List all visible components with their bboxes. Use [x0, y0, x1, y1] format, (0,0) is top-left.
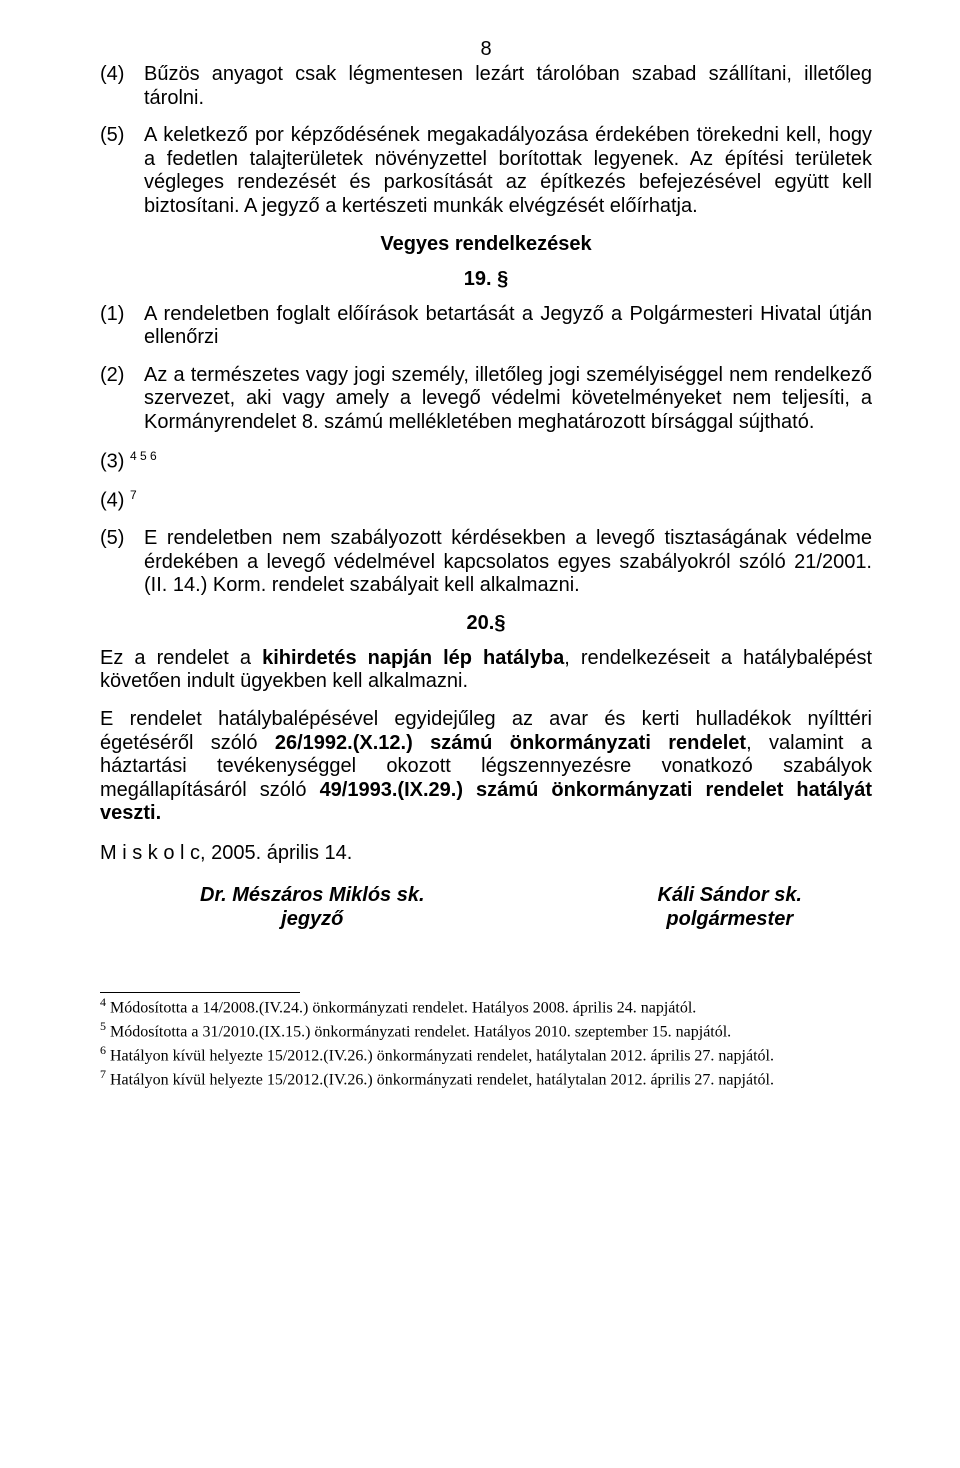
paragraph-body: Bűzös anyagot csak légmentesen lezárt tá…	[144, 63, 872, 110]
footnote-4: 4 Módosította a 14/2008.(IV.24.) önkormá…	[100, 995, 872, 1018]
signature-right: Káli Sándor sk. polgármester	[658, 883, 803, 932]
signer-name: Dr. Mészáros Miklós sk.	[200, 883, 425, 907]
text-bold: 26/1992.(X.12.) számú önkormányzati rend…	[275, 732, 746, 754]
signer-role: jegyző	[200, 907, 425, 931]
paragraph-4: (4) Bűzös anyagot csak légmentesen lezár…	[100, 63, 872, 110]
paragraph-repeal: E rendelet hatálybalépésével egyidejűleg…	[100, 708, 872, 826]
paragraph-5: (5) A keletkező por képződésének megakad…	[100, 124, 872, 218]
footnote-text: Hatályon kívül helyezte 15/2012.(IV.26.)…	[106, 1047, 774, 1064]
document-page: 8 (4) Bűzös anyagot csak légmentesen lez…	[0, 0, 960, 1468]
section-heading-vegyes: Vegyes rendelkezések	[100, 233, 872, 256]
paragraph-number: (4)	[100, 489, 124, 511]
signer-name: Káli Sándor sk.	[658, 883, 803, 907]
footnote-separator	[100, 992, 300, 993]
paragraph-body: A rendeletben foglalt előírások betartás…	[144, 303, 872, 350]
footnote-ref: 4 5 6	[130, 449, 157, 463]
section-number-19: 19. §	[100, 268, 872, 291]
text-part: Ez a rendelet a	[100, 647, 262, 669]
paragraph-19-2: (2) Az a természetes vagy jogi személy, …	[100, 364, 872, 435]
paragraph-number: (5)	[100, 124, 144, 218]
paragraph-number: (5)	[100, 527, 144, 598]
paragraph-number: (3)	[100, 450, 124, 472]
section-number-20: 20.§	[100, 612, 872, 635]
footnote-text: Módosította a 31/2010.(IX.15.) önkormány…	[106, 1023, 731, 1040]
paragraph-19-3: (3) 4 5 6	[100, 449, 872, 474]
footnote-text: Hatályon kívül helyezte 15/2012.(IV.26.)…	[106, 1072, 774, 1089]
paragraph-body: E rendeletben nem szabályozott kérdésekb…	[144, 527, 872, 598]
footnote-7: 7 Hatályon kívül helyezte 15/2012.(IV.26…	[100, 1067, 872, 1090]
text-bold: kihirdetés napján lép hatályba	[262, 647, 564, 669]
footnotes: 4 Módosította a 14/2008.(IV.24.) önkormá…	[100, 995, 872, 1091]
signature-left: Dr. Mészáros Miklós sk. jegyző	[200, 883, 425, 932]
signer-role: polgármester	[658, 907, 803, 931]
signature-row: Dr. Mészáros Miklós sk. jegyző Káli Sánd…	[100, 883, 872, 932]
paragraph-19-4: (4) 7	[100, 488, 872, 513]
paragraph-number: (1)	[100, 303, 144, 350]
paragraph-body: A keletkező por képződésének megakadályo…	[144, 124, 872, 218]
footnote-ref: 7	[130, 488, 137, 502]
paragraph-19-1: (1) A rendeletben foglalt előírások beta…	[100, 303, 872, 350]
page-number: 8	[100, 38, 872, 61]
paragraph-number: (2)	[100, 364, 144, 435]
footnote-5: 5 Módosította a 31/2010.(IX.15.) önkormá…	[100, 1019, 872, 1042]
date-line: M i s k o l c, 2005. április 14.	[100, 842, 872, 865]
paragraph-effective: Ez a rendelet a kihirdetés napján lép ha…	[100, 647, 872, 694]
footnote-6: 6 Hatályon kívül helyezte 15/2012.(IV.26…	[100, 1043, 872, 1066]
footnote-text: Módosította a 14/2008.(IV.24.) önkormány…	[106, 999, 696, 1016]
paragraph-19-5: (5) E rendeletben nem szabályozott kérdé…	[100, 527, 872, 598]
paragraph-body: Az a természetes vagy jogi személy, ille…	[144, 364, 872, 435]
paragraph-number: (4)	[100, 63, 144, 110]
